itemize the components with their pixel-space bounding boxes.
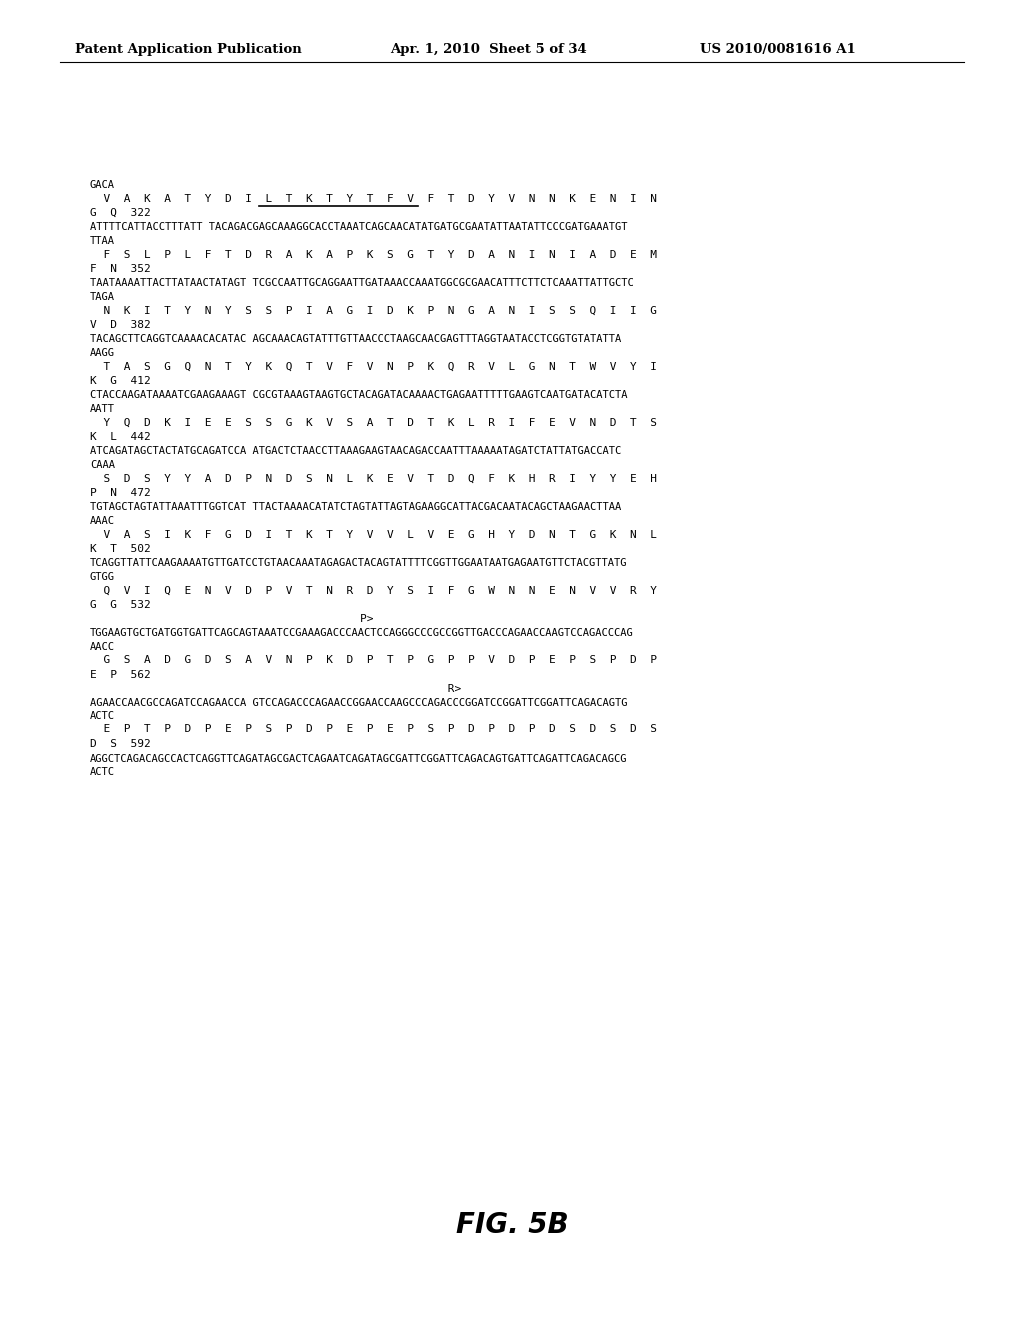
Text: R>: R> [90,684,461,694]
Text: P>: P> [90,615,374,624]
Text: AAAC: AAAC [90,516,115,525]
Text: GACA: GACA [90,180,115,190]
Text: V  A  K  A  T  Y  D  I  L  T  K  T  Y  T  F  V  F  T  D  Y  V  N  N  K  E  N  I : V A K A T Y D I L T K T Y T F V F T D Y … [90,194,657,203]
Text: Q  V  I  Q  E  N  V  D  P  V  T  N  R  D  Y  S  I  F  G  W  N  N  E  N  V  V  R : Q V I Q E N V D P V T N R D Y S I F G W … [90,586,657,595]
Text: Y  Q  D  K  I  E  E  S  S  G  K  V  S  A  T  D  T  K  L  R  I  F  E  V  N  D  T : Y Q D K I E E S S G K V S A T D T K L R … [90,417,657,428]
Text: TAGA: TAGA [90,292,115,302]
Text: K  T  502: K T 502 [90,544,151,554]
Text: E  P  562: E P 562 [90,669,151,680]
Text: FIG. 5B: FIG. 5B [456,1210,568,1239]
Text: G  S  A  D  G  D  S  A  V  N  P  K  D  P  T  P  G  P  P  V  D  P  E  P  S  P  D : G S A D G D S A V N P K D P T P G P P V … [90,655,657,665]
Text: TCAGGTTATTCAAGAAAATGTTGATCCTGTAACAAATAGAGACTACAGTATTTTCGGTTGGAATAATGAGAATGTTCTAC: TCAGGTTATTCAAGAAAATGTTGATCCTGTAACAAATAGA… [90,558,628,569]
Text: V  A  S  I  K  F  G  D  I  T  K  T  Y  V  V  L  V  E  G  H  Y  D  N  T  G  K  N : V A S I K F G D I T K T Y V V L V E G H … [90,529,657,540]
Text: ATTTTCATTACCTTTATT TACAGACGAGCAAAGGCACCTAAATCAGCAACATATGATGCGAATATTAATATTCCCGATG: ATTTTCATTACCTTTATT TACAGACGAGCAAAGGCACCT… [90,223,628,232]
Text: TGTAGCTAGTATTAAATTTGGTCAT TTACTAAAACATATCTAGTATTAGTAGAAGGCATTACGACAATACAGCTAAGAA: TGTAGCTAGTATTAAATTTGGTCAT TTACTAAAACATAT… [90,503,622,512]
Text: TGGAAGTGCTGATGGTGATTCAGCAGTAAATCCGAAAGACCCAACTCCAGGGCCCGCCGGTTGACCCAGAACCAAGTCCA: TGGAAGTGCTGATGGTGATTCAGCAGTAAATCCGAAAGAC… [90,628,634,638]
Text: US 2010/0081616 A1: US 2010/0081616 A1 [700,44,856,57]
Text: F  S  L  P  L  F  T  D  R  A  K  A  P  K  S  G  T  Y  D  A  N  I  N  I  A  D  E : F S L P L F T D R A K A P K S G T Y D A … [90,249,657,260]
Text: TACAGCTTCAGGTCAAAACACATAC AGCAAACAGTATTTGTTAACCCTAAGCAACGAGTTTAGGTAATACCTCGGTGTA: TACAGCTTCAGGTCAAAACACATAC AGCAAACAGTATTT… [90,334,622,345]
Text: AAGG: AAGG [90,348,115,358]
Text: TTAA: TTAA [90,236,115,246]
Text: N  K  I  T  Y  N  Y  S  S  P  I  A  G  I  D  K  P  N  G  A  N  I  S  S  Q  I  I : N K I T Y N Y S S P I A G I D K P N G A … [90,305,657,315]
Text: P  N  472: P N 472 [90,488,151,498]
Text: G  Q  322: G Q 322 [90,209,151,218]
Text: Apr. 1, 2010  Sheet 5 of 34: Apr. 1, 2010 Sheet 5 of 34 [390,44,587,57]
Text: ACTC: ACTC [90,711,115,721]
Text: AATT: AATT [90,404,115,414]
Text: GTGG: GTGG [90,572,115,582]
Text: TAATAAAATTACTTATAACTATAGT TCGCCAATTGCAGGAATTGATAAACCAAATGGCGCGAACATTTCTTCTCAAATT: TAATAAAATTACTTATAACTATAGT TCGCCAATTGCAGG… [90,279,634,289]
Text: K  L  442: K L 442 [90,432,151,442]
Text: AGGCTCAGACAGCCACTCAGGTTCAGATAGCGACTCAGAATCAGATAGCGATTCGGATTCAGACAGTGATTCAGATTCAG: AGGCTCAGACAGCCACTCAGGTTCAGATAGCGACTCAGAA… [90,754,628,763]
Text: Patent Application Publication: Patent Application Publication [75,44,302,57]
Text: T  A  S  G  Q  N  T  Y  K  Q  T  V  F  V  N  P  K  Q  R  V  L  G  N  T  W  V  Y : T A S G Q N T Y K Q T V F V N P K Q R V … [90,362,657,371]
Text: D  S  592: D S 592 [90,739,151,748]
Text: ACTC: ACTC [90,767,115,777]
Text: V  D  382: V D 382 [90,319,151,330]
Text: E  P  T  P  D  P  E  P  S  P  D  P  E  P  E  P  S  P  D  P  D  P  D  S  D  S  D : E P T P D P E P S P D P E P E P S P D P … [90,725,657,734]
Text: G  G  532: G G 532 [90,601,151,610]
Text: CAAA: CAAA [90,459,115,470]
Text: S  D  S  Y  Y  A  D  P  N  D  S  N  L  K  E  V  T  D  Q  F  K  H  R  I  Y  Y  E : S D S Y Y A D P N D S N L K E V T D Q F … [90,474,657,483]
Text: CTACCAAGATAAAATCGAAGAAAGT CGCGTAAAGTAAGTGCTACAGATACAAAACTGAGAATTTTTGAAGTCAATGATA: CTACCAAGATAAAATCGAAGAAAGT CGCGTAAAGTAAGT… [90,391,628,400]
Text: F  N  352: F N 352 [90,264,151,275]
Text: AGAACCAACGCCAGATCCAGAACCA GTCCAGACCCAGAACCGGAACCAAGCCCAGACCCGGATCCGGATTCGGATTCAG: AGAACCAACGCCAGATCCAGAACCA GTCCAGACCCAGAA… [90,697,628,708]
Text: ATCAGATAGCTACTATGCAGATCCA ATGACTCTAACCTTAAAGAAGTAACAGACCAATTTAAAAATAGATCTATTATGA: ATCAGATAGCTACTATGCAGATCCA ATGACTCTAACCTT… [90,446,622,457]
Text: K  G  412: K G 412 [90,376,151,385]
Text: AACC: AACC [90,642,115,652]
